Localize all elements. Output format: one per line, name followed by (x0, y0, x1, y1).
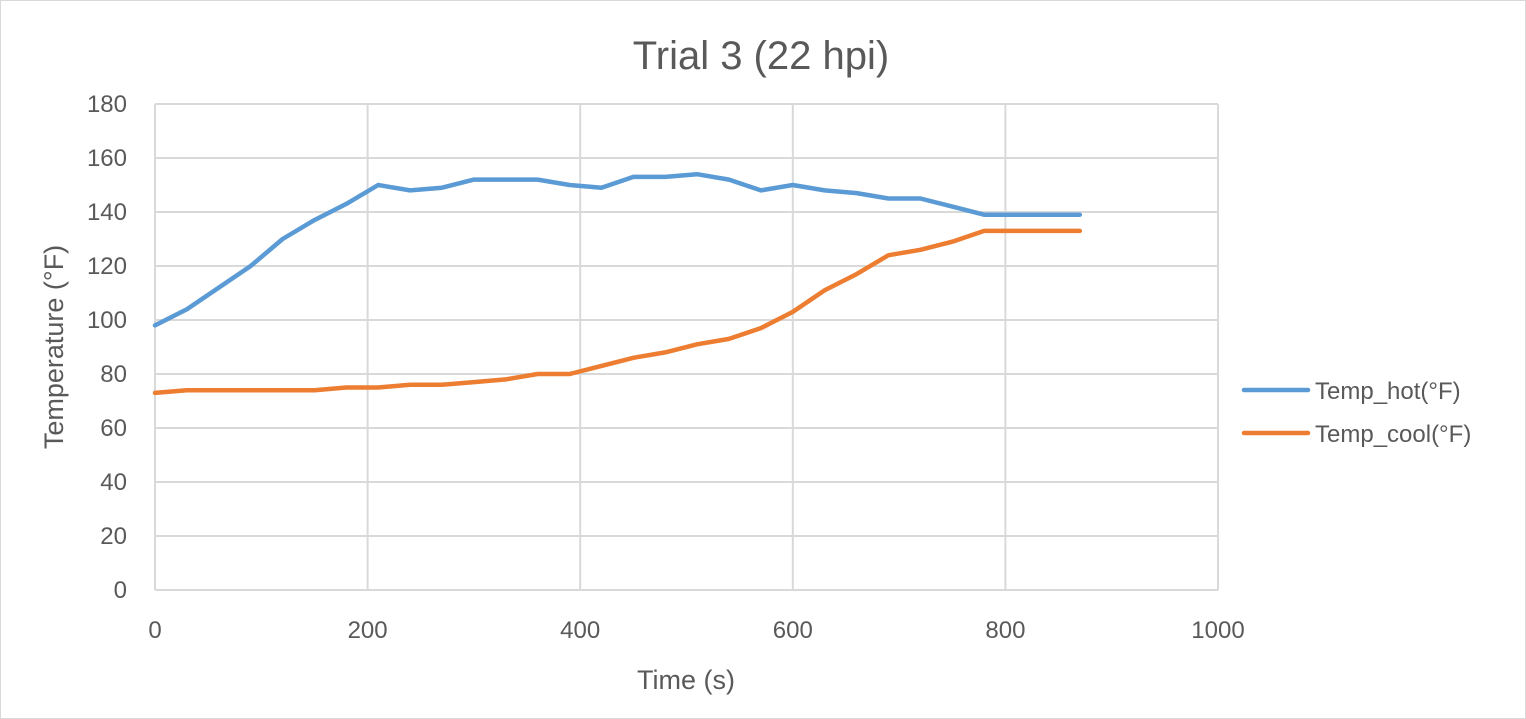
y-tick-label: 140 (87, 199, 127, 226)
x-tick-label: 1000 (1191, 617, 1244, 644)
x-axis-label: Time (s) (637, 665, 735, 695)
y-tick-label: 20 (100, 523, 127, 550)
legend-label-0: Temp_hot(°F) (1315, 378, 1461, 405)
x-tick-label: 800 (985, 617, 1025, 644)
series-line-1 (152, 228, 1083, 396)
y-axis-label: Temperature (°F) (39, 245, 69, 449)
x-tick-label: 200 (348, 617, 388, 644)
gridlines (154, 103, 1219, 591)
x-tick-label: 600 (773, 617, 813, 644)
y-tick-label: 80 (100, 361, 127, 388)
y-tick-label: 120 (87, 253, 127, 280)
y-tick-label: 160 (87, 145, 127, 172)
x-tick-label: 400 (560, 617, 600, 644)
y-tick-label: 0 (114, 577, 127, 604)
series-lines (152, 171, 1083, 396)
series-line-0 (152, 171, 1083, 328)
chart-title: Trial 3 (22 hpi) (633, 34, 889, 78)
x-tick-label: 0 (148, 617, 161, 644)
tick-labels: 0 20 40 60 80 100 120 140 160 180 0 200 400 600 800 100… (87, 91, 1245, 644)
legend: Temp_hot(°F) Temp_cool(°F) (1241, 378, 1471, 448)
y-tick-label: 180 (87, 91, 127, 118)
y-tick-label: 60 (100, 415, 127, 442)
y-tick-label: 100 (87, 307, 127, 334)
y-tick-label: 40 (100, 469, 127, 496)
legend-label-1: Temp_cool(°F) (1315, 421, 1471, 448)
